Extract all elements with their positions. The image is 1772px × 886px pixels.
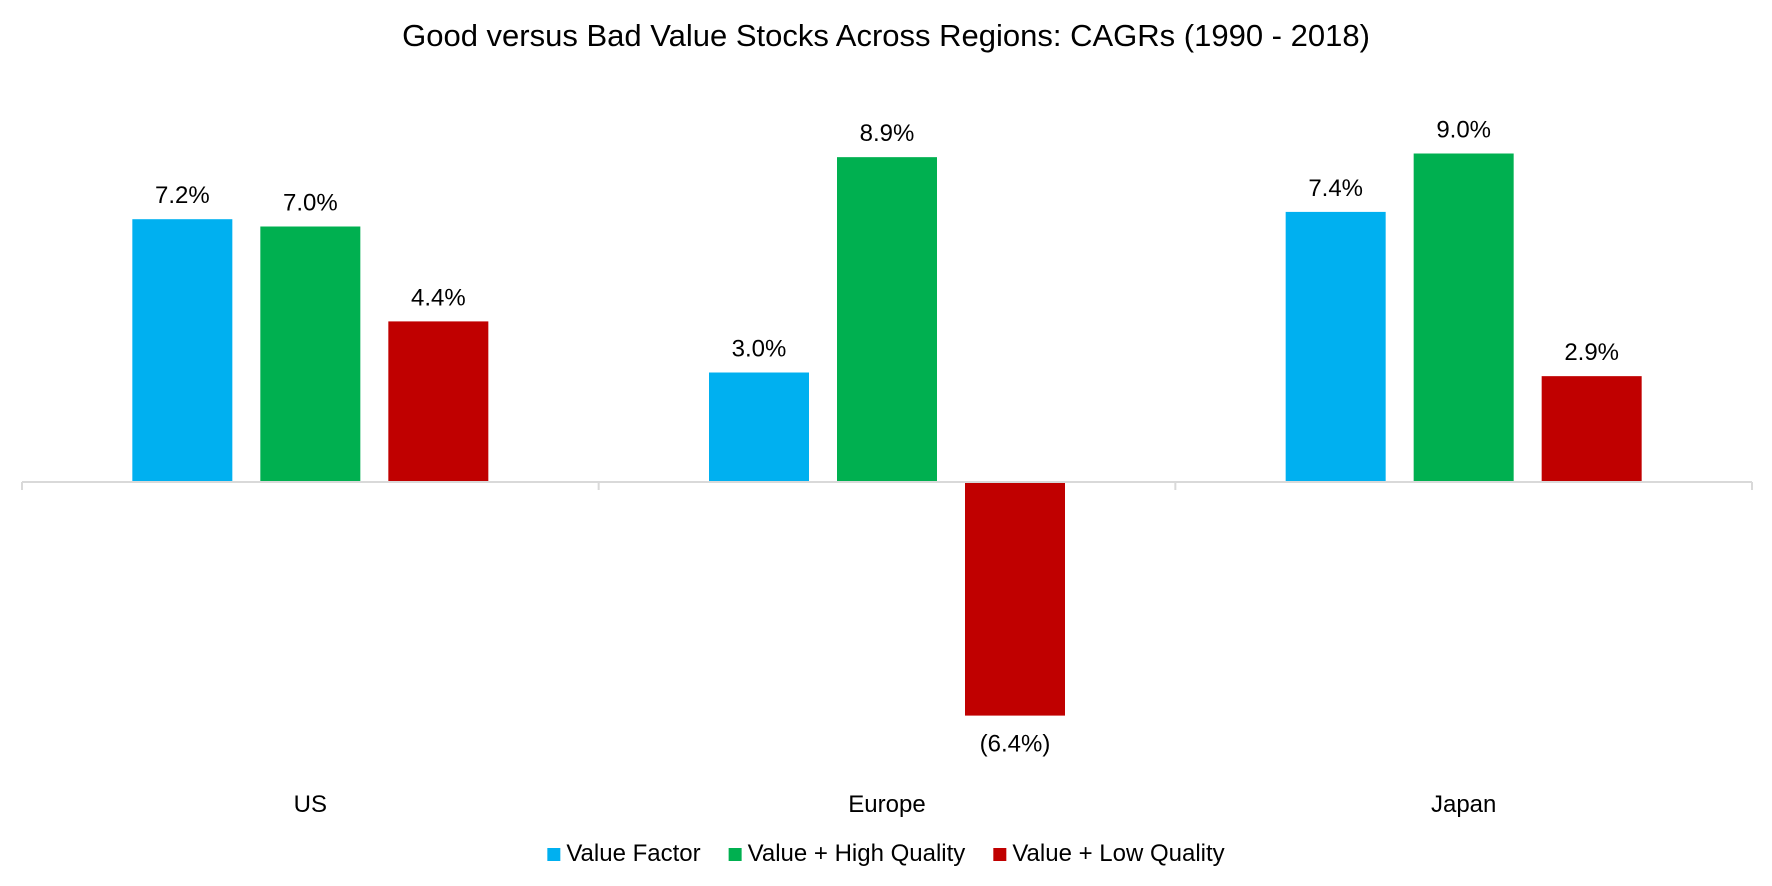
legend-label: Value + Low Quality	[1012, 840, 1224, 867]
legend-item: Value + High Quality	[728, 840, 966, 867]
data-label: 3.0%	[732, 336, 787, 363]
data-label: 7.0%	[283, 190, 338, 217]
legend-item: Value + Low Quality	[993, 840, 1225, 867]
legend: Value Factor Value + High Quality Value + …	[547, 840, 1225, 867]
bar-value-low-quality-us	[388, 321, 489, 482]
bar-value-factor-japan	[1285, 211, 1386, 482]
category-label-us: US	[294, 791, 327, 818]
data-label: (6.4%)	[980, 731, 1051, 758]
axis-ticks	[21, 482, 1753, 490]
bar-value-high-quality-europe	[837, 157, 937, 482]
data-label: 2.9%	[1564, 339, 1619, 366]
category-labels: US Europe Japan	[294, 791, 1497, 818]
bar-value-high-quality-japan	[1413, 153, 1514, 482]
bar-value-high-quality-us	[260, 226, 361, 482]
category-label-japan: Japan	[1431, 791, 1496, 818]
bar-value-factor-us	[132, 219, 233, 482]
data-label: 4.4%	[411, 284, 466, 311]
legend-swatch	[547, 848, 561, 861]
legend-swatch	[728, 848, 742, 861]
bars-layer	[132, 153, 1642, 716]
category-label-europe: Europe	[848, 791, 925, 818]
data-label: 7.4%	[1308, 175, 1363, 202]
data-label: 9.0%	[1436, 117, 1491, 144]
legend-label: Value Factor	[566, 840, 700, 867]
chart-title: Good versus Bad Value Stocks Across Regi…	[402, 18, 1370, 53]
data-labels: 7.2% 7.0% 4.4% 3.0% 8.9% (6.4%) 7.4% 9.0% 2.9%	[155, 117, 1619, 758]
bar-value-factor-europe	[709, 372, 809, 482]
data-label: 8.9%	[860, 120, 915, 147]
legend-item: Value Factor	[547, 840, 701, 867]
data-label: 7.2%	[155, 182, 210, 209]
legend-swatch	[993, 848, 1007, 861]
legend-label: Value + High Quality	[748, 840, 966, 867]
bar-value-low-quality-japan	[1541, 376, 1642, 482]
bar-value-low-quality-europe	[965, 482, 1065, 716]
